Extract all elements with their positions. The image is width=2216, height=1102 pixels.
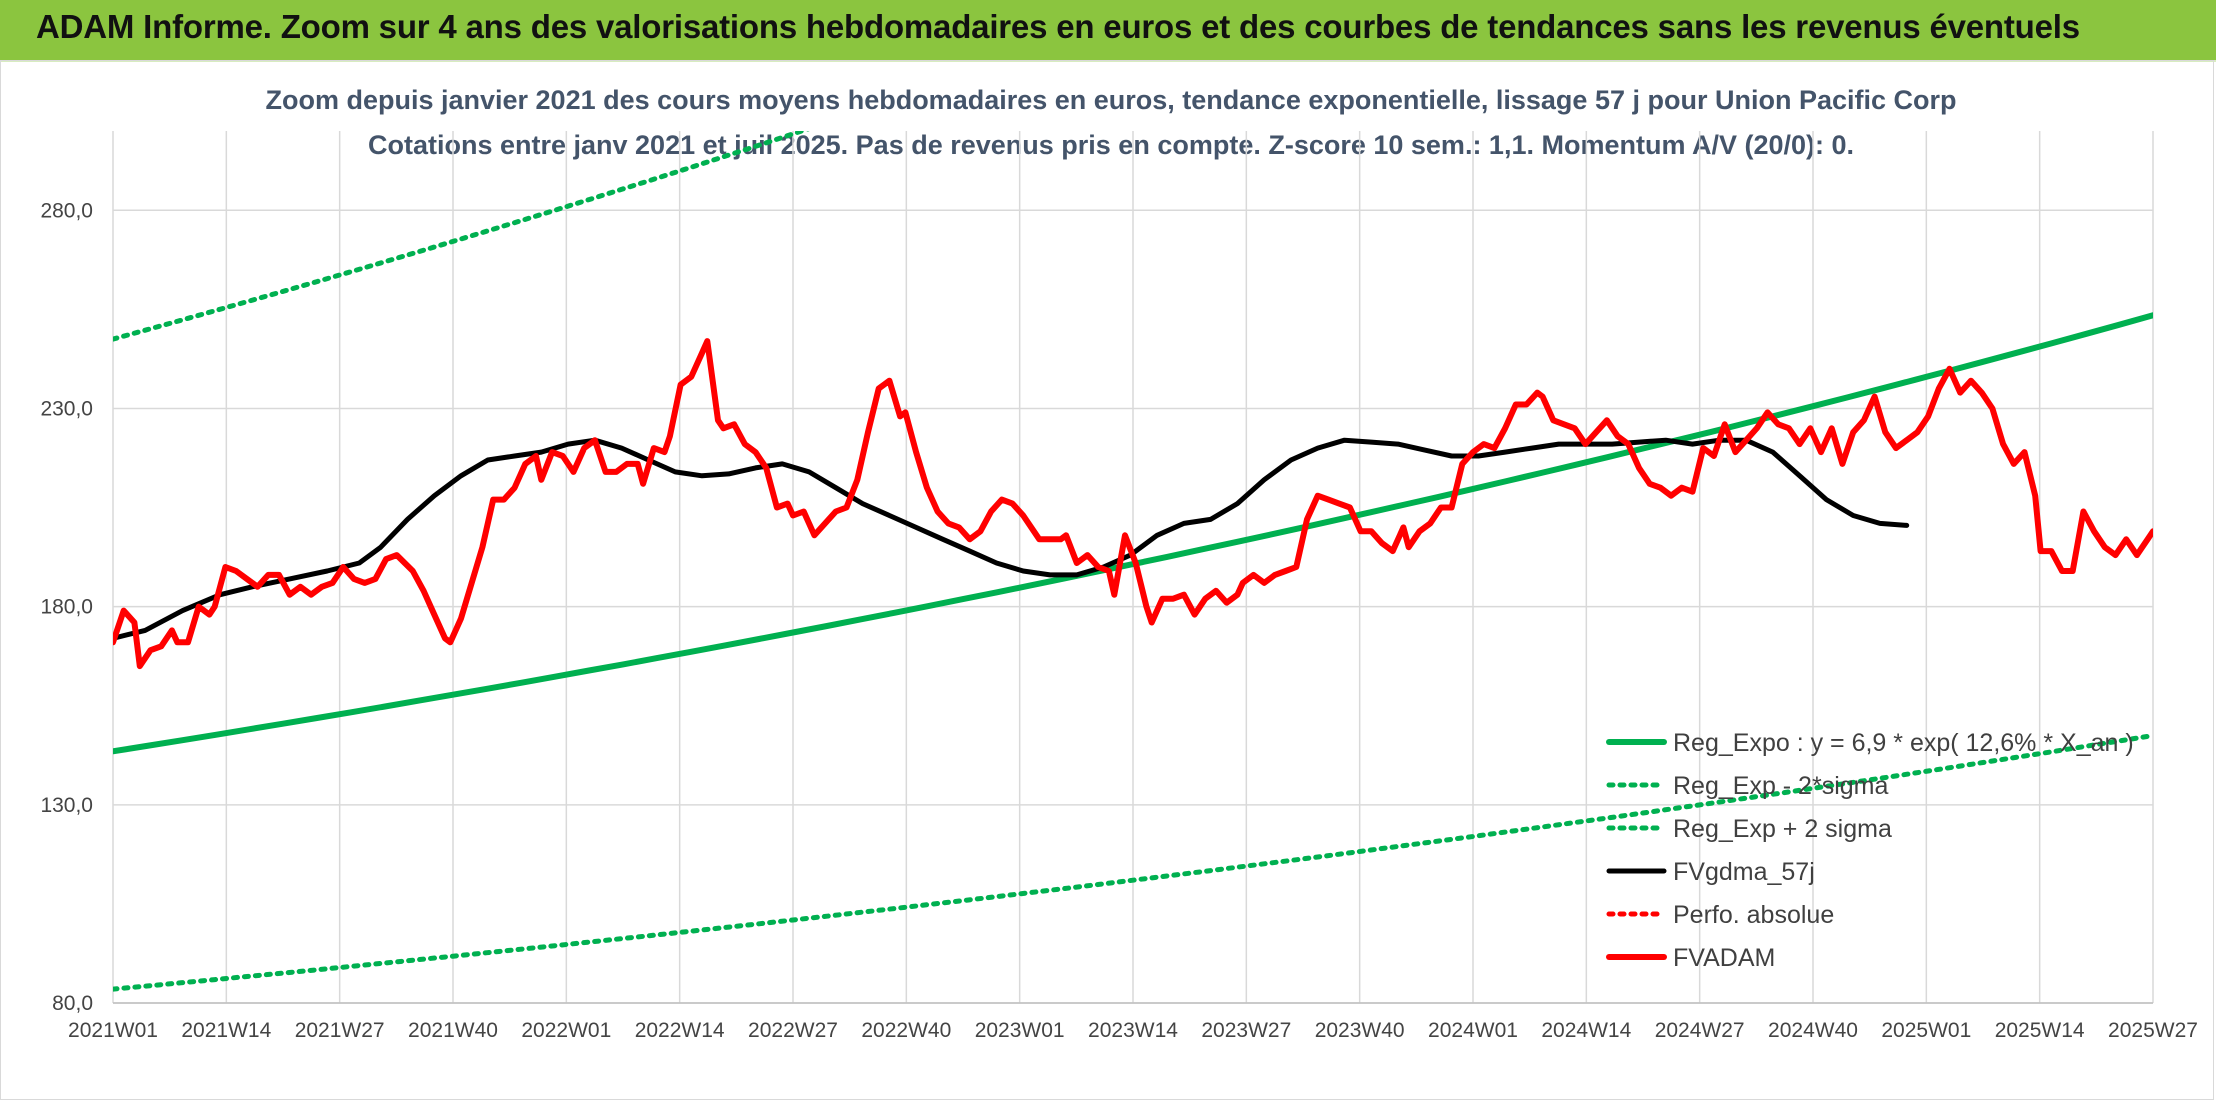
x-tick-label: 2024W27 bbox=[1655, 1019, 1745, 1042]
series-line-fvadam bbox=[113, 338, 2153, 670]
chart-frame: Zoom depuis janvier 2021 des cours moyen… bbox=[0, 60, 2214, 1100]
y-axis: 80,0 130,0 180,0 230,0 280,0 bbox=[40, 199, 93, 1015]
x-tick-label: 2022W14 bbox=[635, 1019, 725, 1042]
legend-label: Reg_Exp + 2 sigma bbox=[1673, 815, 1892, 843]
legend-label: FVgdma_57j bbox=[1673, 858, 1815, 886]
x-tick-label: 2023W01 bbox=[975, 1019, 1065, 1042]
x-tick-label: 2025W01 bbox=[1881, 1019, 1971, 1042]
x-tick-label: 2024W14 bbox=[1541, 1019, 1631, 1042]
x-tick-label: 2025W14 bbox=[1995, 1019, 2085, 1042]
legend-label: FVADAM bbox=[1673, 944, 1775, 972]
y-tick-label: 280,0 bbox=[40, 199, 93, 222]
x-tick-label: 2021W27 bbox=[295, 1019, 385, 1042]
x-tick-label: 2025W27 bbox=[2108, 1019, 2198, 1042]
series-line-reg-exp-2-sigma bbox=[113, 733, 2153, 992]
legend-label: Perfo. absolue bbox=[1673, 901, 1834, 929]
x-tick-label: 2023W27 bbox=[1201, 1019, 1291, 1042]
x-axis: 2021W01 2021W14 2021W27 2021W40 2022W01 2022W… bbox=[68, 1019, 2198, 1042]
series-line-fvgdma-57j bbox=[113, 437, 1910, 641]
legend: Reg_Expo : y = 6,9 * exp( 12,6% * X_an )… bbox=[1606, 729, 2134, 972]
grid-lines bbox=[112, 131, 2154, 1004]
y-tick-label: 130,0 bbox=[40, 794, 93, 817]
x-tick-label: 2024W40 bbox=[1768, 1019, 1858, 1042]
x-tick-label: 2023W14 bbox=[1088, 1019, 1178, 1042]
legend-label: Reg_Expo : y = 6,9 * exp( 12,6% * X_an ) bbox=[1673, 729, 2134, 757]
x-tick-label: 2023W40 bbox=[1315, 1019, 1405, 1042]
x-tick-label: 2024W01 bbox=[1428, 1019, 1518, 1042]
x-tick-label: 2021W14 bbox=[181, 1019, 271, 1042]
chart-subtitle: Cotations entre janv 2021 et juil 2025. … bbox=[368, 130, 1854, 160]
x-tick-label: 2021W40 bbox=[408, 1019, 498, 1042]
series-line-reg-exp-2-sigma bbox=[113, 131, 810, 342]
chart-title: Zoom depuis janvier 2021 des cours moyen… bbox=[265, 85, 1956, 115]
x-tick-label: 2021W01 bbox=[68, 1019, 158, 1042]
legend-label: Reg_Exp - 2*sigma bbox=[1673, 772, 1888, 800]
x-tick-label: 2022W27 bbox=[748, 1019, 838, 1042]
x-tick-label: 2022W40 bbox=[861, 1019, 951, 1042]
y-tick-label: 180,0 bbox=[40, 596, 93, 619]
y-tick-label: 80,0 bbox=[52, 992, 93, 1015]
y-tick-label: 230,0 bbox=[40, 397, 93, 420]
series-group bbox=[113, 131, 2153, 992]
header-banner: ADAM Informe. Zoom sur 4 ans des valoris… bbox=[0, 0, 2216, 62]
x-tick-label: 2022W01 bbox=[521, 1019, 611, 1042]
trend-chart: Zoom depuis janvier 2021 des cours moyen… bbox=[40, 85, 2198, 1042]
page-title: ADAM Informe. Zoom sur 4 ans des valoris… bbox=[36, 8, 2080, 45]
